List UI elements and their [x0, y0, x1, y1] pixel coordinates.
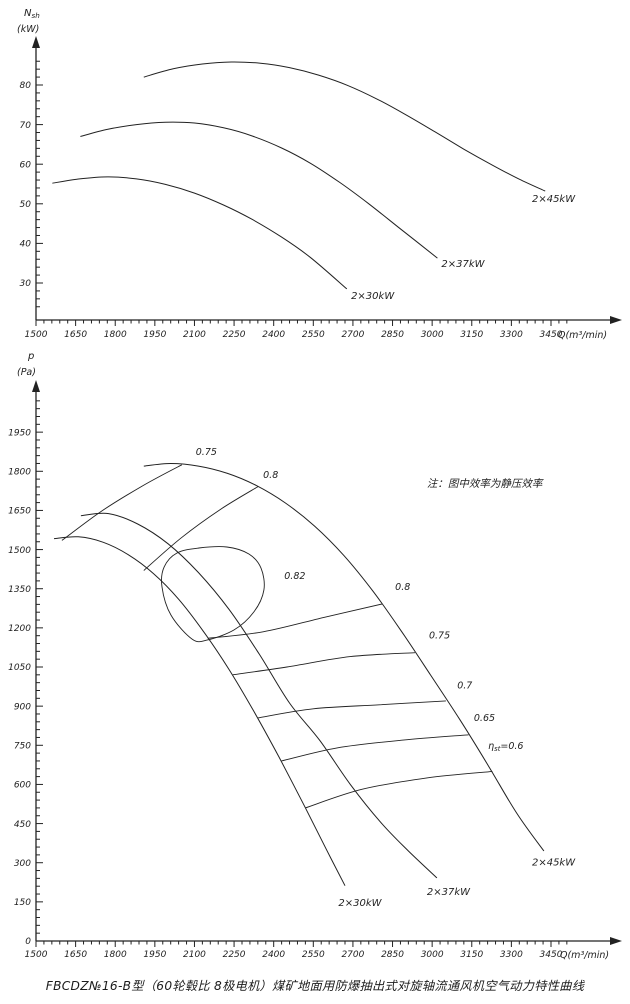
efficiency-contour-0.8-right [207, 603, 383, 639]
x-tick-label: 3000 [421, 330, 444, 340]
y-tick-label: 1800 [8, 467, 31, 477]
efficiency-label: 0.7 [457, 680, 472, 691]
x-tick-label: 2700 [341, 950, 364, 960]
x-tick-label: 2550 [302, 950, 325, 960]
efficiency-label: 0.75 [429, 630, 450, 641]
x-tick-label: 2250 [223, 950, 246, 960]
y-tick-label: 1500 [8, 546, 31, 556]
efficiency-label: 0.75 [196, 447, 217, 458]
y-tick-label: 300 [14, 859, 31, 869]
x-tick-label: 2700 [341, 330, 364, 340]
x-tick-label: 3450 [540, 950, 563, 960]
series-label: 2×45kW [532, 857, 576, 868]
x-tick-label: 3300 [500, 950, 523, 960]
series-label: 2×45kW [532, 194, 576, 205]
x-tick-label: 1800 [104, 950, 127, 960]
y-axis-title: Nsh [24, 8, 40, 20]
y-tick-label: 50 [20, 200, 32, 210]
curve-2x30kW [52, 176, 348, 290]
x-tick-label: 3150 [460, 330, 483, 340]
axes [35, 390, 612, 942]
x-tick-label: 2250 [223, 330, 246, 340]
x-tick-label: 1650 [64, 950, 87, 960]
y-axis-unit: (Pa) [17, 367, 36, 378]
curve-2x45kW [143, 61, 546, 192]
y-axis [36, 400, 43, 942]
x-tick-label: 3450 [540, 330, 563, 340]
pressure-chart: 1500 1650 1800 1950 2100 2250 2400 2550 2700 2850… [0, 345, 630, 975]
y-tick-label: 70 [20, 121, 32, 131]
x-tick-label: 2400 [262, 330, 285, 340]
y-tick-label: 900 [14, 702, 31, 712]
pressure-chart-svg: 1500 1650 1800 1950 2100 2250 2400 2550 2700 2850… [8, 351, 622, 961]
efficiency-contour-0.82 [161, 546, 265, 643]
efficiency-contour-0.6-right [305, 770, 493, 809]
y-tick-label: 1350 [8, 585, 31, 595]
x-tick-label: 2850 [381, 330, 404, 340]
curve-2x37kW [80, 121, 438, 259]
x-axis-title: Q(m³/min) [560, 950, 609, 961]
x-tick-label: 1500 [25, 330, 48, 340]
efficiency-label: ηst=0.6 [488, 741, 523, 753]
y-axis [36, 60, 43, 308]
efficiency-contour-0.65-right [281, 734, 469, 762]
efficiency-label: 0.65 [474, 713, 495, 724]
series-label: 2×37kW [427, 887, 471, 898]
y-tick-label: 1650 [8, 507, 31, 517]
x-tick-label: 1800 [104, 330, 127, 340]
curve-2x45kW [143, 462, 545, 852]
y-tick-label: 0 [25, 937, 31, 947]
y-tick-label: 30 [20, 279, 32, 289]
chart-note: 注：图中效率为静压效率 [427, 478, 544, 490]
x-tick-label: 3300 [500, 330, 523, 340]
efficiency-contour-0.75-left [61, 464, 183, 541]
curve-2x37kW [80, 512, 438, 879]
y-tick-label: 450 [14, 820, 31, 830]
series-label: 2×30kW [338, 898, 382, 909]
y-tick-label: 60 [20, 160, 32, 170]
x-tick-label: 3150 [460, 950, 483, 960]
y-tick-label: 600 [14, 781, 31, 791]
axes [35, 46, 612, 321]
y-tick-label: 1950 [8, 428, 31, 438]
y-tick-label: 750 [14, 741, 31, 751]
efficiency-label: 0.8 [395, 582, 410, 593]
power-chart: 1500 1650 1800 1950 2100 2250 2400 2550 2700 2850… [0, 0, 630, 345]
x-tick-label: 1650 [64, 330, 87, 340]
axis-arrows [32, 380, 622, 945]
x-tick-label: 2100 [183, 950, 206, 960]
y-axis-title: p [27, 351, 34, 362]
efficiency-contour-0.75-right [232, 652, 416, 676]
y-tick-label: 80 [20, 81, 32, 91]
y-tick-label: 1200 [8, 624, 31, 634]
x-tick-label: 2550 [302, 330, 325, 340]
x-axis-title: Q(m³/min) [558, 330, 607, 341]
x-tick-label: 1950 [143, 950, 166, 960]
curve-2x30kW [53, 536, 346, 886]
series-label: 2×37kW [441, 259, 485, 270]
x-tick-label: 1500 [25, 950, 48, 960]
x-tick-label: 3000 [421, 950, 444, 960]
y-tick-label: 150 [14, 898, 31, 908]
y-tick-label: 40 [20, 240, 32, 250]
power-chart-svg: 1500 1650 1800 1950 2100 2250 2400 2550 2700 2850… [17, 8, 622, 341]
efficiency-contour-0.8-left [143, 486, 259, 571]
x-tick-label: 1950 [143, 330, 166, 340]
series-label: 2×30kW [351, 291, 395, 302]
y-tick-label: 1050 [8, 663, 31, 673]
efficiency-label: 0.8 [263, 470, 278, 481]
x-tick-label: 2850 [381, 950, 404, 960]
y-axis-unit: (kW) [17, 24, 39, 35]
x-axis [35, 941, 568, 947]
efficiency-label: 0.82 [284, 571, 305, 582]
x-axis [35, 320, 568, 326]
x-tick-label: 2100 [183, 330, 206, 340]
figure-caption: FBCDZ№16-B型（60轮毂比 8极电机）煤矿地面用防爆抽出式对旋轴流通风机… [45, 979, 585, 993]
x-tick-label: 2400 [262, 950, 285, 960]
efficiency-contour-0.7-right [257, 700, 446, 719]
axis-arrows [32, 36, 622, 324]
